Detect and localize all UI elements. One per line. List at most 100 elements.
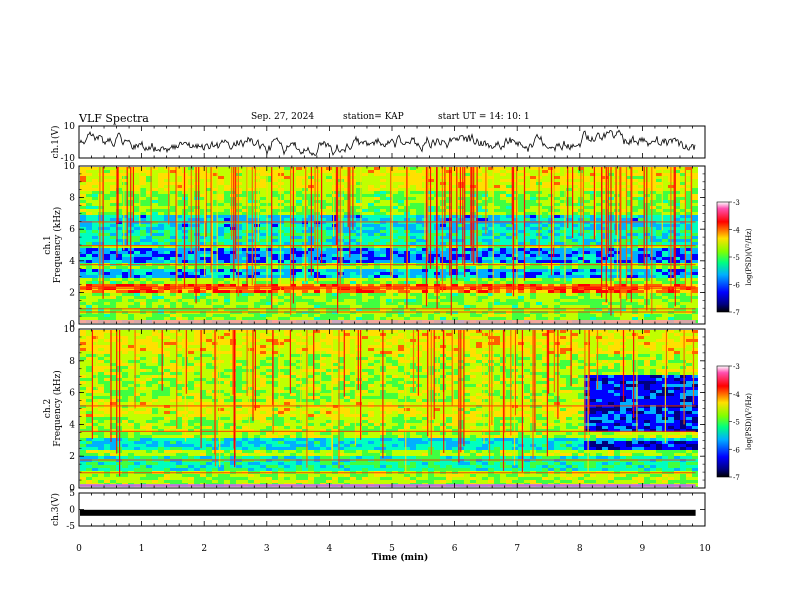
ch1-spectrogram-cell [338,308,344,311]
ch1-spectrogram-cell [386,179,392,182]
ch1-spectrogram-cell [470,275,476,278]
ch1-spectrogram-cell [602,185,608,188]
ch1-spectrogram-cell [122,191,128,194]
ch1-spectrogram-cell [692,182,698,185]
ch1-spectrogram-cell [494,200,500,203]
ch1-spectrogram-cell [452,227,458,230]
ch1-spectrogram-cell [86,281,92,284]
ch1-spectrogram-cell [638,242,644,245]
ch1-spectrogram-cell [566,200,572,203]
ch1-spectrogram-cell [158,245,164,248]
ch1-spectrogram-cell [650,191,656,194]
ch1-spectrogram-cell [98,239,104,242]
ch1-spectrogram-cell [500,233,506,236]
ch1-spectrogram-cell [566,284,572,287]
ch1-spectrogram-cell [452,191,458,194]
ch1-spectrogram-cell [86,197,92,200]
ch1-spectrogram-cell [656,254,662,257]
ch1-spectrogram-cell [566,251,572,254]
ch1-spectrogram-cell [212,284,218,287]
ch1-spectrogram-cell [146,233,152,236]
ch1-spectrogram-cell [638,194,644,197]
ch1-spectrogram-cell [602,218,608,221]
ch1-spectrogram-cell [488,182,494,185]
ch1-spectrogram-cell [158,260,164,263]
ch1-spectrogram-cell [662,176,668,179]
ch1-spectrogram-cell [170,239,176,242]
ch1-spectrogram-cell [572,170,578,173]
ch1-spectrogram-cell [476,293,482,296]
ch1-spectrogram-cell [260,290,266,293]
ch1-spectrogram-cell [680,272,686,275]
ch1-spectrogram-cell [284,296,290,299]
ch1-spectrogram-cell [656,170,662,173]
ch1-spectrogram-cell [272,266,278,269]
ch1-spectrogram-cell [266,236,272,239]
ch1-spectrogram-cell [374,281,380,284]
ch1-spectrogram-cell [122,182,128,185]
ch1-spectrogram-cell [218,182,224,185]
ch1-spectrogram-cell [572,236,578,239]
ch1-spectrogram-cell [248,302,254,305]
ch1-spectrogram-cell [296,215,302,218]
ch1-spectrogram-cell [554,296,560,299]
ch1-spectrogram-cell [518,233,524,236]
ch1-spectrogram-cell [248,209,254,212]
ch1-spectrogram-cell [392,245,398,248]
ch1-spectrogram-cell [338,272,344,275]
ch1-spectrogram-cell [560,218,566,221]
ch1-spectrogram-cell [230,224,236,227]
ch1-spectrogram-cell [98,233,104,236]
ch1-spectrogram-cell [116,209,122,212]
ch1-spectrogram-cell [674,197,680,200]
ch1-spectrogram-cell [248,305,254,308]
ch1-spectrogram-cell [212,248,218,251]
ch1-spectrogram-cell [512,272,518,275]
ch1-spectrogram-cell [158,230,164,233]
ch1-spectrogram-cell [590,224,596,227]
ch1-spectrogram-cell [464,194,470,197]
ch1-spectrogram-cell [500,239,506,242]
ch1-spectrogram-cell [464,212,470,215]
ch1-spectrogram-cell [386,278,392,281]
ch1-spectrogram-cell [254,203,260,206]
ch1-spectrogram-cell [80,299,86,302]
ch1-spectrogram-cell [272,239,278,242]
ch1-spectrogram-cell [410,230,416,233]
ch1-spectrogram-cell [176,206,182,209]
ch1-spectrogram-cell [338,197,344,200]
ch1-spectrogram-cell [554,191,560,194]
ch1-spectrogram-cell [356,200,362,203]
ch1-spectrogram-cell [326,281,332,284]
ch1-spectrogram-cell [680,179,686,182]
ch1-spectrogram-cell [260,230,266,233]
ch1-spectrogram-cell [464,272,470,275]
ch1-spectrogram-cell [560,254,566,257]
ch1-spectrogram-cell [416,176,422,179]
ch1-spectrogram-cell [194,179,200,182]
ch1-spectrogram-cell [374,227,380,230]
ch1-spectrogram-cell [446,275,452,278]
ch1-spectrogram-cell [524,218,530,221]
ch1-spectrogram-cell [254,236,260,239]
ch1-spectrogram-cell [356,257,362,260]
ch1-spectrogram-cell [500,230,506,233]
ch1-spectrogram-cell [140,182,146,185]
ch1-spectrogram-cell [212,185,218,188]
ch1-spectrogram-cell [206,266,212,269]
ch1-spectrogram-cell [416,260,422,263]
ch1-spectrogram-cell [266,200,272,203]
ch1-spectrogram-cell [680,296,686,299]
ch1-spectrogram-cell [296,173,302,176]
ch1-spectrogram-cell [662,284,668,287]
ch1-spectrogram-cell [452,281,458,284]
ch1-spectrogram-cell [392,308,398,311]
ch1-spectrogram-cell [602,173,608,176]
ch1-spectrogram-cell [512,203,518,206]
ch1-spectrogram-cell [428,293,434,296]
ch1-spectrogram-cell [542,302,548,305]
ch1-spectrogram-cell [542,218,548,221]
ch1-spectrogram-cell [590,278,596,281]
ch1-spectrogram-cell [458,257,464,260]
ch1-spectrogram-cell [80,209,86,212]
